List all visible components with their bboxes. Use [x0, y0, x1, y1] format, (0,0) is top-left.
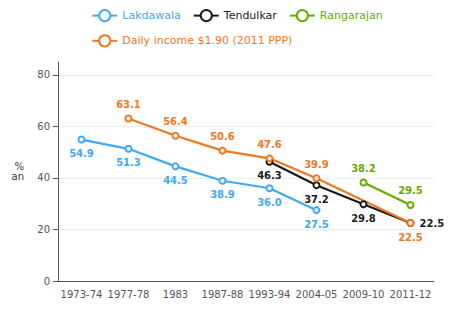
svg-text:22.5: 22.5	[420, 218, 445, 229]
svg-text:50.6: 50.6	[210, 131, 235, 142]
svg-text:1973-74: 1973-74	[61, 289, 103, 300]
svg-text:54.9: 54.9	[69, 148, 94, 159]
svg-text:63.1: 63.1	[116, 99, 141, 110]
svg-text:2009-10: 2009-10	[343, 289, 385, 300]
svg-text:1977-78: 1977-78	[108, 289, 150, 300]
svg-text:1983: 1983	[163, 289, 188, 300]
svg-text:47.6: 47.6	[257, 139, 282, 150]
svg-text:29.8: 29.8	[351, 213, 376, 224]
svg-text:Rangarajan: Rangarajan	[320, 9, 383, 22]
svg-text:1987-88: 1987-88	[202, 289, 244, 300]
svg-text:0: 0	[44, 276, 50, 287]
svg-text:46.3: 46.3	[257, 170, 282, 181]
svg-text:2004-05: 2004-05	[296, 289, 338, 300]
svg-text:22.5: 22.5	[398, 232, 423, 243]
svg-text:56.4: 56.4	[163, 116, 188, 127]
svg-text:60: 60	[37, 121, 50, 132]
svg-text:37.2: 37.2	[304, 194, 329, 205]
svg-text:51.3: 51.3	[116, 157, 141, 168]
svg-text:39.9: 39.9	[304, 159, 329, 170]
svg-text:27.5: 27.5	[304, 219, 329, 230]
svg-text:Tendulkar: Tendulkar	[223, 9, 278, 22]
svg-text:29.5: 29.5	[398, 185, 423, 196]
svg-text:38.9: 38.9	[210, 189, 235, 200]
svg-text:Daily income $1.90 (2011 PPP): Daily income $1.90 (2011 PPP)	[122, 34, 292, 47]
svg-text:38.2: 38.2	[351, 163, 376, 174]
svg-text:36.0: 36.0	[257, 197, 282, 208]
svg-text:40: 40	[37, 172, 50, 183]
svg-text:an: an	[12, 171, 24, 182]
svg-text:80: 80	[37, 69, 50, 80]
svg-text:Lakdawala: Lakdawala	[122, 9, 181, 22]
svg-text:20: 20	[37, 224, 50, 235]
svg-text:2011-12: 2011-12	[390, 289, 432, 300]
svg-text:1993-94: 1993-94	[249, 289, 291, 300]
svg-text:44.5: 44.5	[163, 175, 188, 186]
